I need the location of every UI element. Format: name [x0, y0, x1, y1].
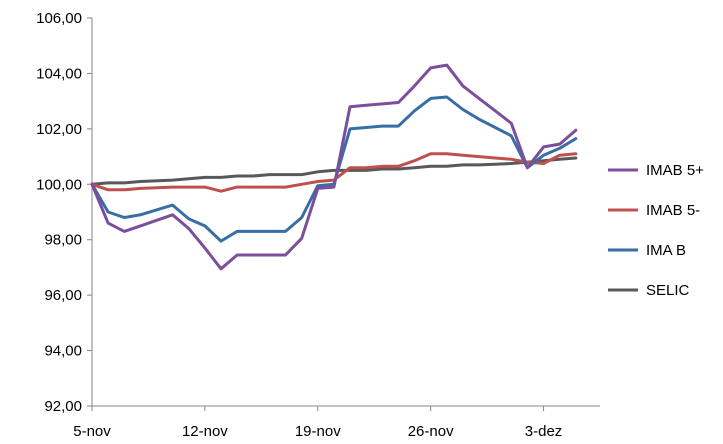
- legend-label: SELIC: [646, 282, 690, 299]
- series-line-imab-5-: [90, 63, 578, 271]
- y-tick-label: 98,00: [44, 232, 82, 249]
- y-tick-label: 100,00: [36, 176, 82, 193]
- y-tick-label: 96,00: [44, 287, 82, 304]
- legend-label: IMAB 5+: [646, 162, 704, 179]
- legend-label: IMAB 5-: [646, 202, 700, 219]
- series-line-selic: [90, 156, 578, 186]
- y-tick-label: 104,00: [36, 65, 82, 82]
- y-tick-label: 106,00: [36, 10, 82, 27]
- x-tick-label: 19-nov: [295, 423, 341, 440]
- x-tick-label: 5-nov: [73, 423, 111, 440]
- x-tick-label: 26-nov: [408, 423, 454, 440]
- x-tick-label: 12-nov: [182, 423, 228, 440]
- series-line-ima-b: [90, 95, 578, 243]
- series-line-imab-5-: [90, 152, 578, 193]
- y-tick-label: 92,00: [44, 398, 82, 415]
- y-tick-label: 102,00: [36, 121, 82, 138]
- x-tick-label: 3-dez: [525, 423, 563, 440]
- legend-label: IMA B: [646, 242, 686, 259]
- y-tick-label: 94,00: [44, 343, 82, 360]
